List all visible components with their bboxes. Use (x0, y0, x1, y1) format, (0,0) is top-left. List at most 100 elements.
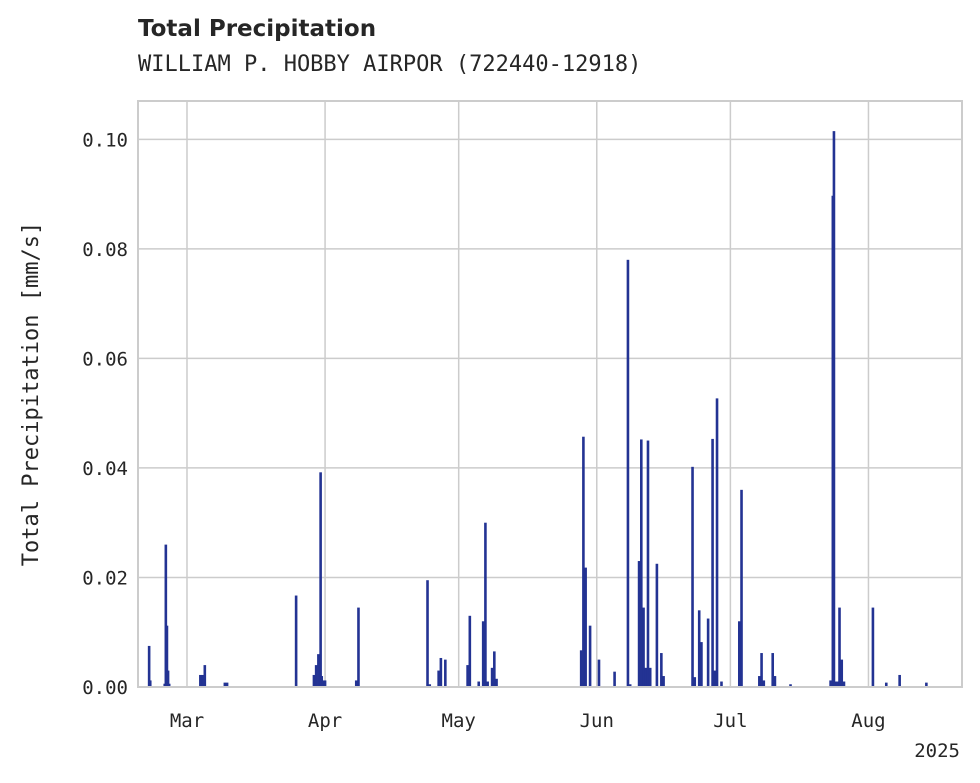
precip-bar (655, 563, 659, 687)
precip-bar (323, 680, 327, 687)
precip-bar (833, 681, 837, 687)
precip-bar (835, 681, 839, 687)
precip-bar (439, 657, 443, 687)
precip-bar (925, 682, 928, 687)
precip-bar (486, 681, 489, 687)
precip-bar (840, 659, 844, 687)
precip-bar (832, 131, 836, 688)
precip-bar (354, 680, 358, 687)
y-tick-label: 0.06 (82, 348, 128, 370)
precip-bar (842, 681, 846, 687)
plot-frame (137, 100, 963, 688)
precip-bar (495, 678, 498, 687)
chart-subtitle: WILLIAM P. HOBBY AIRPOR (722440-12918) (138, 52, 642, 77)
precip-bar (713, 670, 717, 687)
precip-bar (588, 625, 592, 687)
precip-bar (760, 653, 763, 687)
chart-title: Total Precipitation (138, 16, 377, 42)
precip-bar (466, 665, 469, 687)
precip-bar (898, 674, 901, 687)
precip-bar (789, 684, 792, 687)
x-tick-label: Aug (851, 710, 885, 732)
precip-bar (428, 684, 432, 687)
precip-bar (884, 682, 888, 687)
precip-bar (740, 489, 743, 687)
precip-bar (437, 670, 440, 687)
x-tick-label: Mar (170, 710, 204, 732)
precip-bar (201, 674, 204, 687)
precip-bar (626, 259, 630, 687)
precip-bar (771, 653, 775, 687)
precip-bar (648, 667, 652, 687)
precip-bar (646, 440, 650, 687)
x-tick-label: Apr (308, 710, 342, 732)
precip-bar (582, 436, 585, 687)
precip-bar (225, 682, 229, 687)
precip-bar (640, 439, 643, 687)
precip-bar (773, 676, 777, 687)
precip-bar (715, 398, 719, 687)
precip-bar (147, 645, 151, 687)
precip-bar (829, 680, 832, 687)
precip-bar (426, 580, 429, 687)
precip-bar (444, 659, 447, 687)
y-tick-label: 0.04 (82, 458, 128, 480)
precip-bar (642, 607, 645, 687)
precip-bar (317, 654, 320, 687)
precip-bar (662, 676, 665, 687)
precip-bar (720, 681, 723, 687)
precip-bar (223, 682, 227, 687)
y-tick-label: 0.02 (82, 567, 128, 589)
precip-bar (613, 671, 616, 687)
y-tick-label: 0.08 (82, 239, 128, 261)
precip-bar (660, 653, 663, 687)
x-axis-ticks: Mar Apr May Jun Jul Aug (170, 710, 886, 732)
precip-bar (700, 642, 703, 687)
grid-lines (138, 101, 962, 688)
y-axis-label: Total Precipitation [mm/s] (19, 222, 44, 566)
precip-bar (644, 667, 648, 687)
y-tick-label: 0.10 (82, 129, 128, 151)
precip-bar (312, 674, 316, 687)
precip-bar (628, 684, 632, 687)
precip-bar (693, 677, 697, 687)
precip-bar (477, 681, 481, 687)
precip-bar (490, 667, 494, 687)
precip-bar (737, 621, 741, 687)
precip-bar (484, 522, 487, 687)
precip-bar (319, 472, 322, 687)
precip-bar (357, 607, 360, 687)
precip-bar (294, 595, 298, 687)
precip-bar (579, 650, 583, 687)
precip-bar (597, 659, 601, 687)
precip-bar (203, 665, 207, 687)
precip-bar (697, 610, 701, 687)
precip-bar (481, 621, 485, 687)
x-tick-label: Jul (713, 710, 747, 732)
precip-bar (314, 665, 318, 687)
precip-bar (164, 544, 168, 687)
precip-bar (199, 674, 202, 687)
x-tick-label: Jun (580, 710, 614, 732)
y-axis-ticks: 0.00 0.02 0.04 0.06 0.08 0.10 (82, 129, 128, 699)
precip-bar (762, 680, 766, 687)
precip-bar (468, 615, 472, 687)
precip-bar (838, 607, 841, 687)
precip-bar (691, 466, 694, 687)
precip-bar (148, 680, 152, 687)
y-tick-label: 0.00 (82, 677, 128, 699)
precip-bar (167, 683, 171, 687)
precip-bar (711, 438, 714, 687)
precip-bar (871, 607, 875, 687)
precip-bar (493, 651, 496, 687)
precip-bar (706, 618, 710, 687)
precip-bar (758, 676, 761, 687)
x-tick-label: May (442, 710, 476, 732)
bar-series (147, 131, 928, 688)
x-axis-year-label: 2025 (914, 740, 960, 762)
precip-bar (166, 670, 170, 687)
precip-bar (165, 625, 169, 687)
precip-bar (321, 680, 325, 687)
precip-bar (584, 567, 587, 687)
